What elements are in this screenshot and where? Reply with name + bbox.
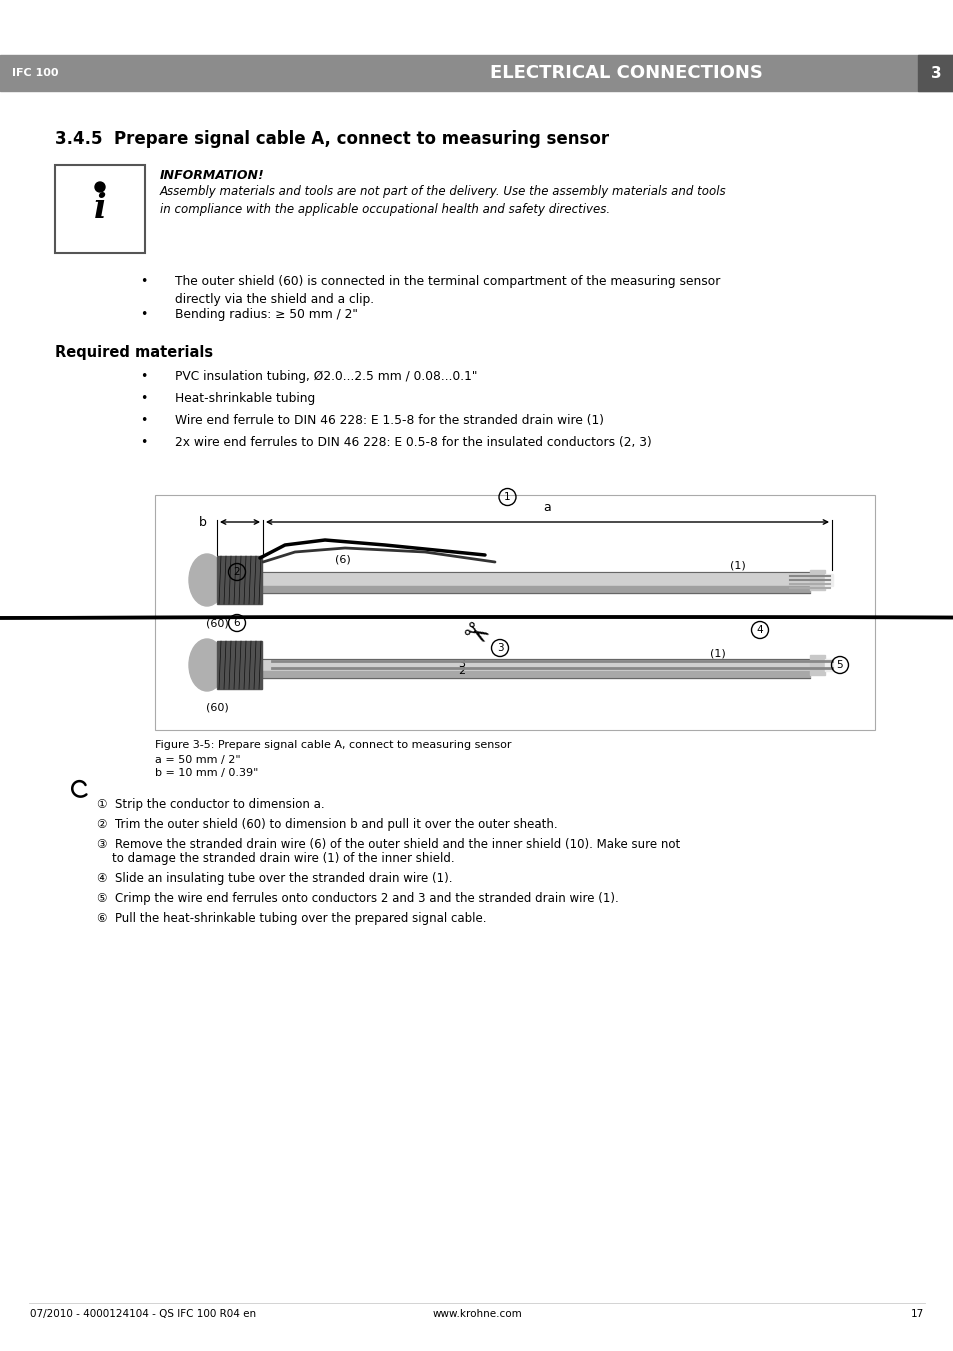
Text: Required materials: Required materials bbox=[55, 345, 213, 359]
Bar bbox=[154, 494, 874, 730]
Text: •: • bbox=[140, 413, 148, 427]
Text: The outer shield (60) is connected in the terminal compartment of the measuring : The outer shield (60) is connected in th… bbox=[174, 276, 720, 305]
Text: ⑤  Crimp the wire end ferrules onto conductors 2 and 3 and the stranded drain wi: ⑤ Crimp the wire end ferrules onto condu… bbox=[97, 892, 618, 905]
Text: ③  Remove the stranded drain wire (6) of the outer shield and the inner shield (: ③ Remove the stranded drain wire (6) of … bbox=[97, 838, 679, 851]
Text: ②  Trim the outer shield (60) to dimension b and pull it over the outer sheath.: ② Trim the outer shield (60) to dimensio… bbox=[97, 817, 558, 831]
Ellipse shape bbox=[189, 554, 225, 607]
Text: (6): (6) bbox=[335, 554, 351, 563]
Text: PVC insulation tubing, Ø2.0...2.5 mm / 0.08...0.1": PVC insulation tubing, Ø2.0...2.5 mm / 0… bbox=[174, 370, 476, 382]
Text: to damage the stranded drain wire (1) of the inner shield.: to damage the stranded drain wire (1) of… bbox=[97, 852, 455, 865]
Text: www.krohne.com: www.krohne.com bbox=[432, 1309, 521, 1319]
Text: •: • bbox=[140, 308, 148, 322]
Text: (1): (1) bbox=[729, 561, 745, 570]
Text: •: • bbox=[140, 392, 148, 405]
Text: 2x wire end ferrules to DIN 46 228: E 0.5-8 for the insulated conductors (2, 3): 2x wire end ferrules to DIN 46 228: E 0.… bbox=[174, 436, 651, 449]
Bar bbox=[262, 659, 809, 673]
Text: 1: 1 bbox=[503, 492, 510, 503]
Text: 2: 2 bbox=[458, 666, 465, 676]
Text: Figure 3-5: Prepare signal cable A, connect to measuring sensor: Figure 3-5: Prepare signal cable A, conn… bbox=[154, 740, 511, 750]
Text: 3: 3 bbox=[458, 659, 465, 669]
Text: Wire end ferrule to DIN 46 228: E 1.5-8 for the stranded drain wire (1): Wire end ferrule to DIN 46 228: E 1.5-8 … bbox=[174, 413, 603, 427]
Text: ✂: ✂ bbox=[456, 616, 493, 654]
Bar bbox=[262, 571, 809, 588]
Text: 17: 17 bbox=[910, 1309, 923, 1319]
Text: a = 50 mm / 2": a = 50 mm / 2" bbox=[154, 755, 240, 765]
Bar bbox=[262, 671, 809, 678]
Text: 4: 4 bbox=[756, 626, 762, 635]
Text: a: a bbox=[543, 501, 551, 513]
Text: 07/2010 - 4000124104 - QS IFC 100 R04 en: 07/2010 - 4000124104 - QS IFC 100 R04 en bbox=[30, 1309, 255, 1319]
Bar bbox=[917, 55, 953, 91]
Bar bbox=[824, 574, 832, 586]
Text: b = 10 mm / 0.39": b = 10 mm / 0.39" bbox=[154, 767, 258, 778]
Bar bbox=[809, 570, 824, 590]
Text: 5: 5 bbox=[836, 661, 842, 670]
Text: (1): (1) bbox=[709, 648, 725, 658]
Text: ①  Strip the conductor to dimension a.: ① Strip the conductor to dimension a. bbox=[97, 798, 324, 811]
Text: 3: 3 bbox=[930, 65, 941, 81]
Text: (60): (60) bbox=[206, 703, 228, 713]
Text: 2: 2 bbox=[233, 567, 240, 577]
Circle shape bbox=[95, 182, 105, 192]
Text: ④  Slide an insulating tube over the stranded drain wire (1).: ④ Slide an insulating tube over the stra… bbox=[97, 871, 452, 885]
Text: Heat-shrinkable tubing: Heat-shrinkable tubing bbox=[174, 392, 314, 405]
Text: 3.4.5  Prepare signal cable A, connect to measuring sensor: 3.4.5 Prepare signal cable A, connect to… bbox=[55, 130, 608, 149]
Text: i: i bbox=[93, 192, 106, 226]
Bar bbox=[809, 655, 824, 676]
Ellipse shape bbox=[189, 639, 225, 690]
Text: ⑥  Pull the heat-shrinkable tubing over the prepared signal cable.: ⑥ Pull the heat-shrinkable tubing over t… bbox=[97, 912, 486, 925]
Bar bbox=[216, 557, 262, 604]
Text: •: • bbox=[140, 370, 148, 382]
Bar bbox=[0, 55, 953, 91]
Bar bbox=[216, 640, 262, 689]
Text: Assembly materials and tools are not part of the delivery. Use the assembly mate: Assembly materials and tools are not par… bbox=[160, 185, 726, 216]
Bar bbox=[824, 659, 832, 671]
Text: INFORMATION!: INFORMATION! bbox=[160, 169, 265, 182]
Text: ELECTRICAL CONNECTIONS: ELECTRICAL CONNECTIONS bbox=[490, 63, 762, 82]
Text: Bending radius: ≥ 50 mm / 2": Bending radius: ≥ 50 mm / 2" bbox=[174, 308, 357, 322]
Text: b: b bbox=[199, 516, 207, 528]
Text: •: • bbox=[140, 276, 148, 288]
Text: IFC 100: IFC 100 bbox=[12, 68, 58, 78]
Text: 3: 3 bbox=[497, 643, 503, 653]
Bar bbox=[262, 586, 809, 593]
Text: 6: 6 bbox=[233, 617, 240, 628]
Text: •: • bbox=[140, 436, 148, 449]
Bar bbox=[55, 165, 145, 253]
Text: (60): (60) bbox=[206, 617, 228, 628]
